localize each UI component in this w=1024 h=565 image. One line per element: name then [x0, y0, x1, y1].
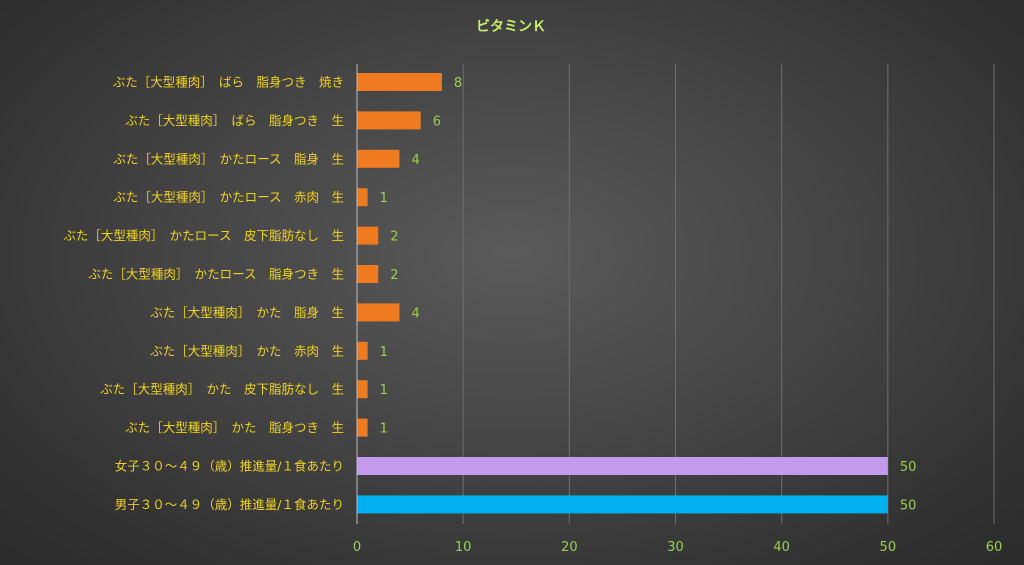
- bar: [357, 418, 368, 437]
- grid-lines: [462, 64, 995, 524]
- bar: [357, 495, 888, 514]
- bar: [357, 265, 379, 283]
- bar: [357, 303, 400, 322]
- bar: [357, 73, 442, 91]
- x-tick-label: 10: [455, 540, 472, 555]
- bar: [357, 341, 368, 360]
- data-label: 50: [900, 460, 917, 475]
- category-label: ぶた［大型種肉］ かたロース 赤肉 生: [113, 190, 344, 205]
- x-axis-ticks: 0 10 20 30 40 50 60: [353, 540, 1002, 555]
- data-label: 4: [411, 153, 419, 168]
- data-label: 1: [380, 345, 388, 360]
- data-labels: 8 6 4 1 2 2 4 1 1 1 50 50: [380, 76, 917, 513]
- data-label: 8: [454, 76, 462, 91]
- x-tick-label: 20: [561, 540, 578, 555]
- data-label: 4: [411, 306, 419, 321]
- category-label: 男子３０～４９（歳）推進量/１食あたり: [115, 497, 344, 512]
- category-label: ぶた［大型種肉］ かたロース 脂身つき 生: [88, 267, 344, 282]
- category-label: ぶた［大型種肉］ ばら 脂身つき 焼き: [113, 75, 344, 90]
- category-label: ぶた［大型種肉］ かたロース 皮下脂肪なし 生: [63, 228, 344, 243]
- category-label: ぶた［大型種肉］ かた 赤肉 生: [150, 343, 344, 358]
- bar: [357, 149, 400, 168]
- x-tick-label: 50: [880, 540, 897, 555]
- x-tick-label: 0: [353, 540, 361, 555]
- data-label: 2: [390, 268, 398, 283]
- category-label: ぶた［大型種肉］ かた 皮下脂肪なし 生: [100, 382, 344, 397]
- data-label: 6: [433, 114, 441, 129]
- category-label: ぶた［大型種肉］ ばら 脂身つき 生: [125, 113, 344, 128]
- bar: [357, 457, 888, 475]
- bar: [357, 111, 421, 130]
- bars: [357, 73, 888, 514]
- x-tick-label: 30: [667, 540, 684, 555]
- chart-title: ビタミンＫ: [476, 19, 546, 35]
- category-label: ぶた［大型種肉］ かた 脂身つき 生: [125, 420, 344, 435]
- category-label: ぶた［大型種肉］ かた 脂身 生: [150, 305, 344, 320]
- data-label: 1: [380, 422, 388, 437]
- data-label: 2: [390, 230, 398, 245]
- category-label: ぶた［大型種肉］ かたロース 脂身 生: [113, 151, 344, 166]
- x-tick-label: 60: [986, 540, 1003, 555]
- x-tick-label: 40: [773, 540, 790, 555]
- data-label: 50: [900, 498, 917, 513]
- data-label: 1: [380, 191, 388, 206]
- bar: [357, 380, 368, 399]
- category-label: 女子３０～４９（歳）推進量/１食あたり: [115, 459, 344, 474]
- bar: [357, 188, 368, 207]
- bar: [357, 226, 379, 245]
- data-label: 1: [380, 383, 388, 398]
